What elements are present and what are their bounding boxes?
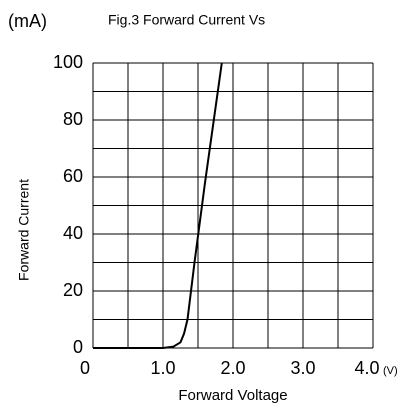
- y-tick-label: 40: [63, 223, 83, 243]
- data-line: [93, 62, 223, 349]
- y-tick-label: 20: [63, 280, 83, 300]
- x-unit: (V): [383, 365, 398, 377]
- x-tick-label: 0: [80, 358, 90, 378]
- x-tick-label: 4.0: [354, 358, 379, 378]
- y-tick-label: 0: [73, 337, 83, 357]
- x-axis-label: Forward Voltage: [178, 387, 287, 404]
- y-tick-label: 60: [63, 166, 83, 186]
- y-tick-label: 100: [53, 52, 83, 72]
- x-tick-label: 2.0: [220, 358, 245, 378]
- y-unit: (mA): [8, 11, 47, 31]
- y-tick-label: 80: [63, 109, 83, 129]
- y-axis-label: Forward Current: [16, 179, 32, 281]
- chart-title: Fig.3 Forward Current Vs: [108, 12, 265, 28]
- x-tick-label: 1.0: [150, 358, 175, 378]
- x-tick-label: 3.0: [290, 358, 315, 378]
